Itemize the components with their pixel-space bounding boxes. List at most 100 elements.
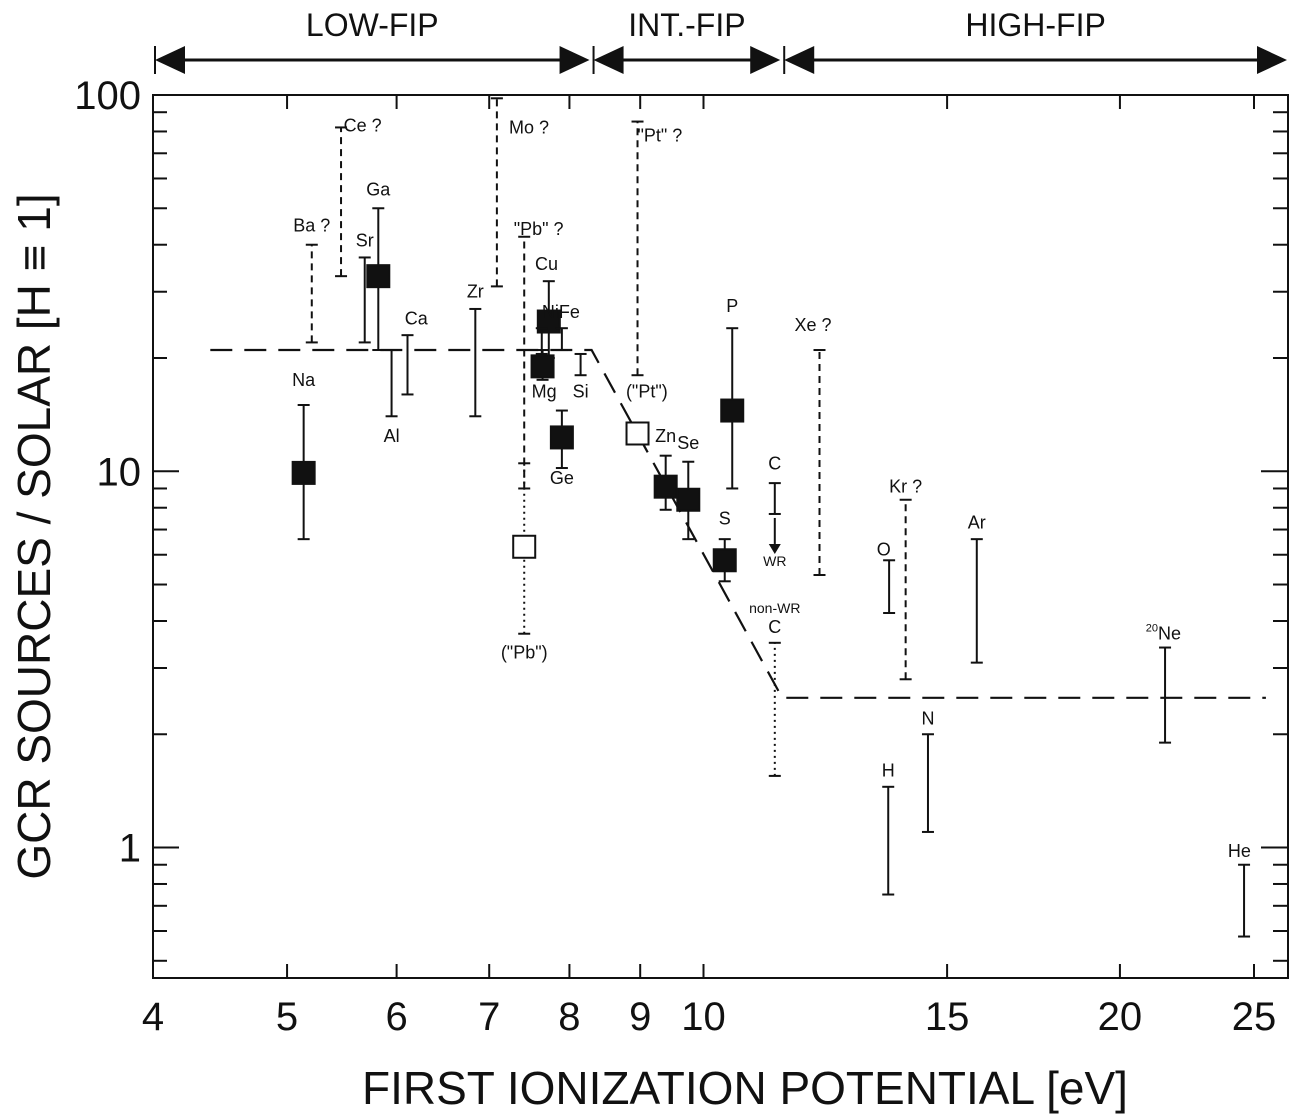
element-label: N xyxy=(921,709,934,729)
data-point: Sr xyxy=(356,231,374,344)
y-tick-label: 1 xyxy=(119,827,141,871)
region-label: LOW-FIP xyxy=(306,7,439,43)
plot-frame xyxy=(152,94,1289,979)
x-tick-label: 10 xyxy=(681,995,726,1039)
data-point: He xyxy=(1228,841,1251,938)
isotope-superscript: 20 xyxy=(1146,623,1158,635)
data-point: Ge xyxy=(549,409,574,488)
data-point: Mg xyxy=(530,349,557,401)
element-label: ("Pb") xyxy=(501,642,548,662)
open-square-marker xyxy=(512,534,537,559)
element-label: S xyxy=(719,508,731,528)
data-point: C WR xyxy=(763,453,786,569)
y-tick-label: 100 xyxy=(74,74,141,118)
element-label: 20Ne xyxy=(1146,623,1181,644)
x-tick-label: 5 xyxy=(276,995,298,1039)
x-tick-label: 7 xyxy=(478,995,500,1039)
data-point: Mo ? xyxy=(490,97,549,288)
data-point: H xyxy=(882,761,895,896)
element-note: non-WR xyxy=(749,600,800,616)
data-point: ("Pb") xyxy=(501,462,548,662)
data-point: Se xyxy=(676,433,701,541)
filled-square-marker xyxy=(676,487,701,512)
axis-ticks: 4 5 6 7 8 9 10 15 20 25 1 10 100 xyxy=(74,74,1287,1039)
data-point: Ba ? xyxy=(293,215,330,344)
data-point: Al xyxy=(384,349,400,446)
element-label: Ge xyxy=(550,468,574,488)
data-point: P xyxy=(720,296,745,490)
filled-square-marker xyxy=(291,460,316,485)
element-label: Fe xyxy=(559,302,580,322)
fip-region-arrows: LOW-FIP INT.-FIP HIGH-FIP xyxy=(154,7,1287,74)
element-label: Se xyxy=(677,433,699,453)
open-square-marker xyxy=(625,421,650,446)
element-label: Zr xyxy=(467,282,484,302)
element-label: Mo ? xyxy=(509,117,549,137)
filled-square-marker xyxy=(366,264,391,289)
region-label: INT.-FIP xyxy=(628,7,745,43)
data-point: Ga xyxy=(366,180,391,352)
data-point: "Pb" ? xyxy=(514,219,564,490)
x-tick-label: 25 xyxy=(1232,995,1277,1039)
data-point: Ar xyxy=(968,513,986,664)
x-tick-label: 8 xyxy=(558,995,580,1039)
data-point: Na xyxy=(291,370,316,541)
x-tick-label: 15 xyxy=(925,995,970,1039)
y-tick-label: 10 xyxy=(97,450,142,494)
x-axis-title: FIRST IONIZATION POTENTIAL [eV] xyxy=(362,1062,1128,1114)
element-label: "Pb" ? xyxy=(514,219,564,239)
y-axis-title: GCR SOURCES / SOLAR [H ≡ 1] xyxy=(8,193,60,879)
element-label: ("Pt") xyxy=(626,381,668,401)
element-label: Ca xyxy=(405,308,429,328)
element-label: Na xyxy=(292,370,316,390)
region-arrowhead-left xyxy=(155,46,185,74)
data-point: Ni xyxy=(535,302,559,355)
region-arrowhead-left xyxy=(784,46,815,74)
element-label: Ba ? xyxy=(293,215,330,235)
element-label: C xyxy=(768,617,781,637)
data-point: Zr xyxy=(467,282,484,418)
element-label: Cu xyxy=(535,254,558,274)
data-points: Na Ba ? Ce ? Sr Ga Al Ca Zr Mo ? Mg "Pb" ? ("Pb") Cu… xyxy=(291,97,1251,938)
data-point: Ce ? xyxy=(335,115,382,278)
data-point: Kr ? xyxy=(889,477,922,681)
element-label: P xyxy=(726,296,738,316)
filled-square-marker xyxy=(549,425,574,450)
element-label: Ga xyxy=(366,180,391,200)
data-point: N xyxy=(921,709,934,833)
region-arrowhead-left xyxy=(593,46,624,74)
data-point: Xe ? xyxy=(795,315,832,577)
data-point: Si xyxy=(573,352,589,401)
element-label: Xe ? xyxy=(795,315,832,335)
x-tick-label: 9 xyxy=(629,995,651,1039)
data-point: "Pt" ? xyxy=(631,120,682,377)
region-arrowhead-right xyxy=(1257,46,1287,74)
upper-limit-arrowhead xyxy=(768,543,781,554)
element-label: Sr xyxy=(356,231,374,251)
data-point: Ca xyxy=(401,308,429,396)
element-label: C xyxy=(768,453,781,473)
element-label: He xyxy=(1228,841,1251,861)
element-label: Ar xyxy=(968,513,986,533)
region-label: HIGH-FIP xyxy=(965,7,1105,43)
model-curve xyxy=(210,348,1266,699)
x-tick-label: 6 xyxy=(385,995,407,1039)
element-label: Al xyxy=(384,426,400,446)
data-point: Zn xyxy=(653,426,678,511)
data-point: 20Ne xyxy=(1146,623,1181,744)
filled-square-marker xyxy=(536,309,561,334)
element-label: Ce ? xyxy=(344,115,382,135)
element-label: H xyxy=(882,761,895,781)
data-point: O xyxy=(877,539,896,615)
filled-square-marker xyxy=(530,354,555,379)
x-tick-label: 20 xyxy=(1098,995,1143,1039)
element-symbol: Ne xyxy=(1158,624,1181,644)
data-point: ("Pt") xyxy=(625,381,668,446)
model-curve-line xyxy=(210,348,1266,699)
x-tick-label: 4 xyxy=(142,995,164,1039)
data-point: Fe xyxy=(555,302,580,352)
element-note: WR xyxy=(763,553,786,569)
data-point: S xyxy=(712,508,737,583)
